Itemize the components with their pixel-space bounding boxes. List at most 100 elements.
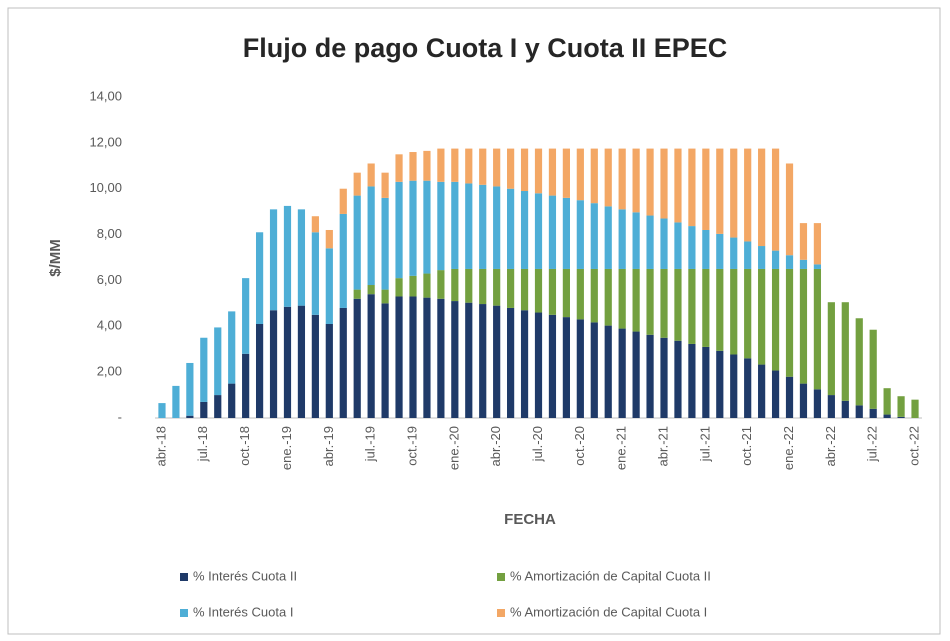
bar-segment	[451, 301, 459, 418]
legend-label: % Amortización de Capital Cuota I	[510, 604, 707, 619]
bar-segment	[716, 268, 724, 351]
bar-segment	[785, 268, 794, 377]
x-tick-label: ene.-19	[279, 426, 294, 470]
bar-segment	[744, 148, 752, 242]
bar-segment	[604, 268, 612, 326]
bar-segment	[548, 268, 557, 315]
bar-segment	[465, 183, 473, 269]
legend-swatch	[180, 573, 188, 581]
bar-segment	[660, 268, 668, 338]
bar-segment	[827, 302, 835, 396]
x-tick-label: jul.-22	[865, 426, 880, 462]
x-tick-label: jul.-18	[195, 426, 210, 462]
bar-segment	[479, 148, 487, 185]
bar-segment	[758, 246, 766, 269]
bar-segment	[590, 148, 598, 204]
bar-segment	[214, 395, 222, 418]
legend-swatch	[497, 573, 505, 581]
bar-segment	[869, 329, 877, 409]
bar-segment	[646, 148, 654, 216]
bar-segment	[841, 302, 849, 401]
legend-label: % Amortización de Capital Cuota II	[510, 568, 711, 583]
bar-segment	[744, 358, 752, 418]
bar-segment	[353, 195, 361, 290]
bar-segment	[353, 172, 361, 196]
bar-segment	[758, 148, 766, 247]
legend-swatch	[497, 609, 505, 617]
bar-segment	[172, 385, 180, 418]
bar-segment	[214, 327, 222, 396]
bar-segment	[716, 350, 724, 418]
bar-segment	[562, 197, 570, 269]
bar-segment	[367, 285, 375, 295]
bar-segment	[576, 319, 584, 418]
bar-segment	[283, 306, 292, 418]
bar-segment	[799, 259, 808, 269]
chart-title: Flujo de pago Cuota I y Cuota II EPEC	[243, 33, 728, 63]
bar-segment	[325, 229, 333, 249]
bar-segment	[465, 148, 473, 184]
bar-segment	[423, 273, 431, 298]
bar-segment	[465, 268, 473, 303]
bar-segment	[520, 268, 529, 311]
bar-segment	[660, 148, 668, 219]
bar-segment	[381, 197, 389, 290]
bar-segment	[730, 268, 738, 355]
bar-segment	[618, 268, 626, 329]
bar-segment	[395, 181, 403, 279]
bar-segment	[353, 298, 361, 418]
bar-segment	[409, 152, 417, 181]
bar-segment	[674, 340, 682, 418]
bar-segment	[507, 188, 515, 269]
bar-segment	[730, 148, 738, 238]
bar-segment	[367, 163, 375, 187]
x-tick-label: oct.-19	[404, 426, 419, 466]
bar-segment	[841, 400, 849, 418]
bar-segment	[339, 188, 347, 214]
x-tick-label: oct.-20	[572, 426, 587, 466]
chart-frame	[7, 7, 941, 635]
bar-segment	[479, 268, 487, 305]
bar-segment	[785, 255, 794, 269]
bar-segment	[507, 268, 515, 308]
bar-segment	[688, 148, 696, 227]
bar-segment	[200, 337, 208, 402]
bar-segment	[423, 180, 431, 274]
y-tick-label: 14,00	[89, 88, 122, 103]
bar-segment	[911, 399, 919, 418]
bar-segment	[813, 268, 822, 390]
bar-segment	[771, 370, 780, 418]
bar-segment	[674, 268, 682, 341]
x-tick-label: abr.-22	[823, 426, 838, 466]
bar-segment	[255, 323, 264, 418]
bar-segment	[785, 376, 794, 418]
bar-segment	[325, 323, 333, 418]
bar-segment	[186, 415, 194, 418]
bar-segment	[813, 264, 822, 269]
bar-segment	[562, 317, 570, 418]
bar-segment	[883, 388, 891, 415]
bar-segment	[688, 268, 696, 344]
bar-segment	[423, 297, 431, 418]
y-tick-label: 6,00	[97, 272, 122, 287]
bar-segment	[660, 218, 668, 269]
bar-segment	[576, 200, 584, 269]
bar-segment	[493, 186, 501, 269]
y-tick-label: 2,00	[97, 364, 122, 379]
bar-segment	[493, 148, 501, 187]
bar-segment	[758, 268, 766, 365]
bar-segment	[855, 405, 863, 418]
bar-segment	[409, 296, 417, 418]
bar-segment	[646, 268, 654, 335]
bar-segment	[604, 325, 612, 418]
bar-segment	[730, 237, 738, 269]
bar-segment	[646, 215, 654, 269]
bar-segment	[451, 148, 459, 182]
bar-segment	[269, 209, 278, 311]
y-tick-label: 8,00	[97, 226, 122, 241]
bar-segment	[716, 233, 724, 269]
bar-segment	[855, 318, 863, 406]
bar-segment	[799, 383, 808, 418]
bar-segment	[674, 222, 682, 269]
bar-segment	[520, 191, 529, 269]
